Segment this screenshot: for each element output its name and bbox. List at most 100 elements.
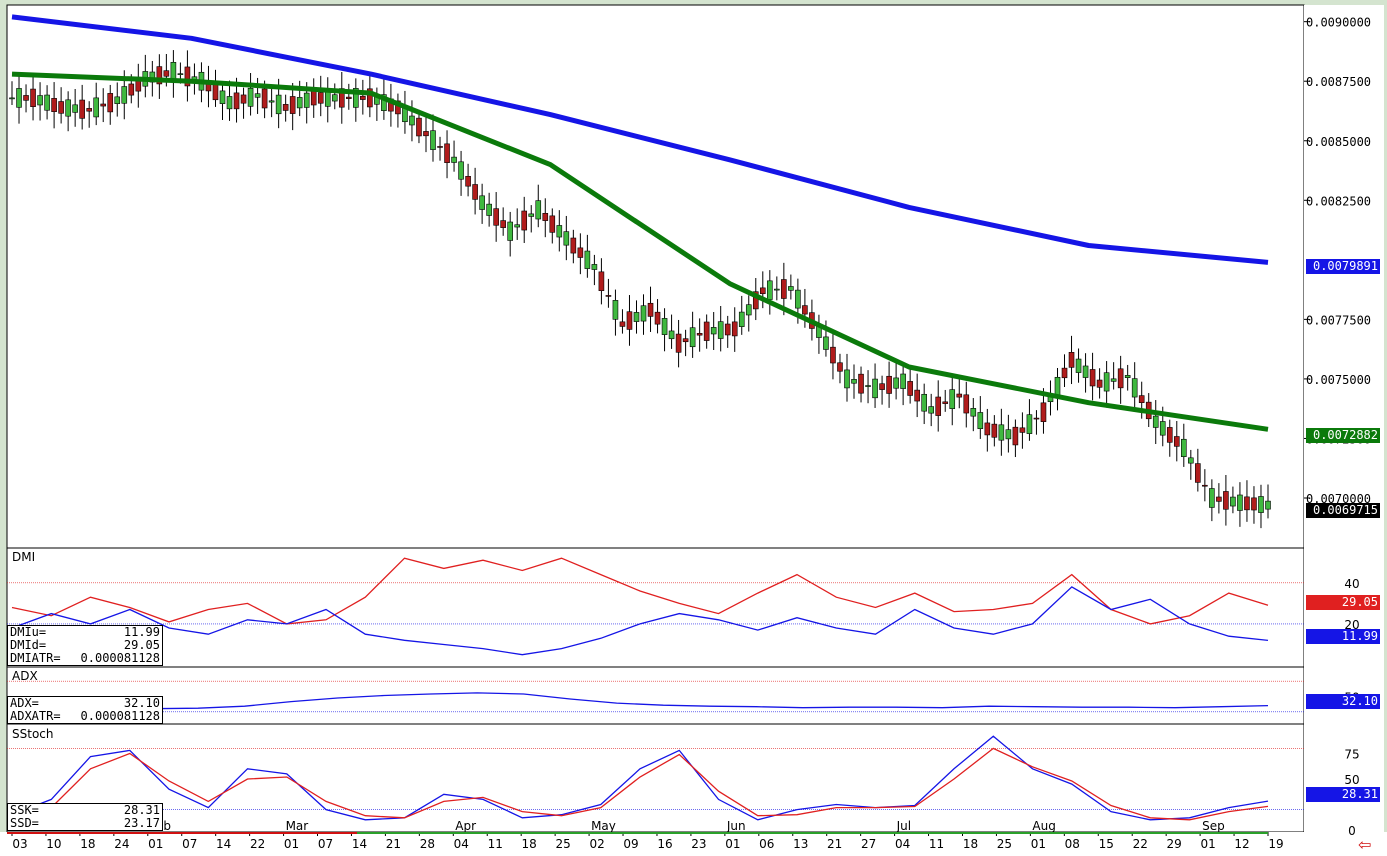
- candle-down: [423, 131, 429, 137]
- scroll-arrow-icon[interactable]: ⇦: [1358, 835, 1372, 854]
- candle-down: [956, 393, 963, 398]
- adx-infobox: ADX= 32.10 ADXATR= 0.000081128: [7, 696, 163, 724]
- ssk-label: SSK=: [10, 803, 39, 817]
- candle-down: [942, 401, 949, 404]
- x-axis: 03 10 18 24 01 07 14 22 01 07 14 21 28 04 11 18 25 02 09 16…: [7, 819, 1284, 851]
- price-tick-label: 0.0077500: [1306, 313, 1371, 327]
- candle-down: [837, 362, 843, 372]
- candle-up: [93, 97, 100, 118]
- x-day-label: 04: [454, 837, 469, 851]
- x-month-label: Mar: [286, 819, 309, 833]
- candle-up: [381, 94, 387, 111]
- candle-up: [710, 327, 717, 335]
- candle-up: [1103, 372, 1110, 392]
- x-day-label: 25: [555, 837, 570, 851]
- stoch-lines: 75 50 0: [7, 735, 1360, 838]
- candle-up: [774, 288, 780, 291]
- candle-down: [703, 321, 710, 341]
- candle-down: [493, 208, 499, 226]
- moving-average-lines: [11, 14, 1269, 432]
- candle-up: [893, 377, 899, 389]
- ma100-line: [11, 71, 1269, 432]
- candle-down: [1166, 427, 1173, 443]
- candle-up: [661, 318, 668, 335]
- candle-down: [626, 311, 633, 330]
- adx-label: ADX=: [10, 696, 39, 710]
- candle-down: [156, 66, 163, 85]
- candle-up: [177, 73, 184, 75]
- ssk-value-tag: 28.31: [1306, 787, 1380, 802]
- x-day-label: 16: [657, 837, 672, 851]
- candle-up: [1082, 365, 1089, 378]
- candle-up: [767, 280, 773, 300]
- dmi-lines: 40 20: [7, 557, 1360, 656]
- candle-down: [240, 94, 247, 104]
- candle-up: [303, 92, 310, 108]
- candle-down: [1251, 497, 1257, 511]
- candle-up: [1131, 378, 1138, 398]
- x-day-label: 19: [1268, 837, 1283, 851]
- x-month-label: Sep: [1202, 819, 1225, 833]
- x-day-label: 07: [182, 837, 197, 851]
- candle-up: [970, 408, 977, 417]
- candle-up: [9, 97, 15, 100]
- ma200-line: [11, 14, 1269, 265]
- candle-up: [16, 88, 22, 108]
- candle-down: [282, 104, 289, 111]
- x-day-label: 03: [12, 837, 27, 851]
- candle-up: [1159, 421, 1166, 436]
- candle-down: [163, 70, 170, 77]
- x-day-label: 28: [420, 837, 435, 851]
- candle-down: [107, 93, 114, 113]
- close-value-tag: 0.0069715: [1306, 503, 1380, 518]
- candle-down: [1223, 491, 1229, 510]
- candle-up: [72, 104, 78, 113]
- candle-down: [549, 215, 556, 233]
- x-day-label: 21: [386, 837, 401, 851]
- x-day-label: 21: [827, 837, 842, 851]
- candle-up: [430, 130, 436, 150]
- candle-down: [30, 88, 36, 108]
- candle-down: [212, 83, 219, 101]
- candle-down: [830, 346, 836, 364]
- candle-down: [858, 373, 864, 394]
- dmid-label: DMId=: [10, 638, 47, 652]
- price-tick-label: 0.0070000: [1306, 492, 1371, 506]
- candle-up: [458, 161, 464, 180]
- candle-up: [865, 385, 871, 387]
- candle-down: [1195, 463, 1201, 483]
- candle-down: [1173, 436, 1180, 447]
- x-day-label: 12: [1234, 837, 1249, 851]
- candle-down: [416, 117, 422, 137]
- candle-up: [823, 336, 829, 350]
- x-day-label: 18: [963, 837, 978, 851]
- x-day-label: 15: [1099, 837, 1114, 851]
- candle-up: [1230, 496, 1236, 507]
- candle-up: [949, 389, 956, 409]
- candle-up: [900, 373, 906, 389]
- dmi-infobox: DMIu= 11.99 DMId= 29.05 DMIATR= 0.000081128: [7, 625, 163, 666]
- x-day-label: 18: [80, 837, 95, 851]
- candle-down: [338, 88, 345, 108]
- candle-down: [100, 103, 107, 107]
- candle-down: [675, 333, 682, 353]
- x-day-label: 22: [1133, 837, 1148, 851]
- x-day-label: 23: [691, 837, 706, 851]
- axis-tick-label: 50: [1344, 773, 1359, 787]
- candle-down: [128, 83, 135, 96]
- candle-up: [1180, 438, 1187, 457]
- axis-tick-label: 40: [1344, 577, 1359, 591]
- candle-down: [935, 396, 942, 416]
- candle-up: [44, 94, 50, 111]
- candle-up: [268, 100, 275, 103]
- stoch-title: SStoch: [12, 727, 54, 741]
- candle-up: [1209, 488, 1215, 508]
- candle-down: [261, 88, 268, 109]
- candle-down: [577, 247, 584, 258]
- candle-down: [781, 279, 787, 299]
- dmiu-value: 11.99: [123, 625, 160, 639]
- candle-up: [528, 213, 535, 217]
- candle-up: [563, 231, 570, 246]
- price-tick-label: 0.0090000: [1306, 16, 1371, 30]
